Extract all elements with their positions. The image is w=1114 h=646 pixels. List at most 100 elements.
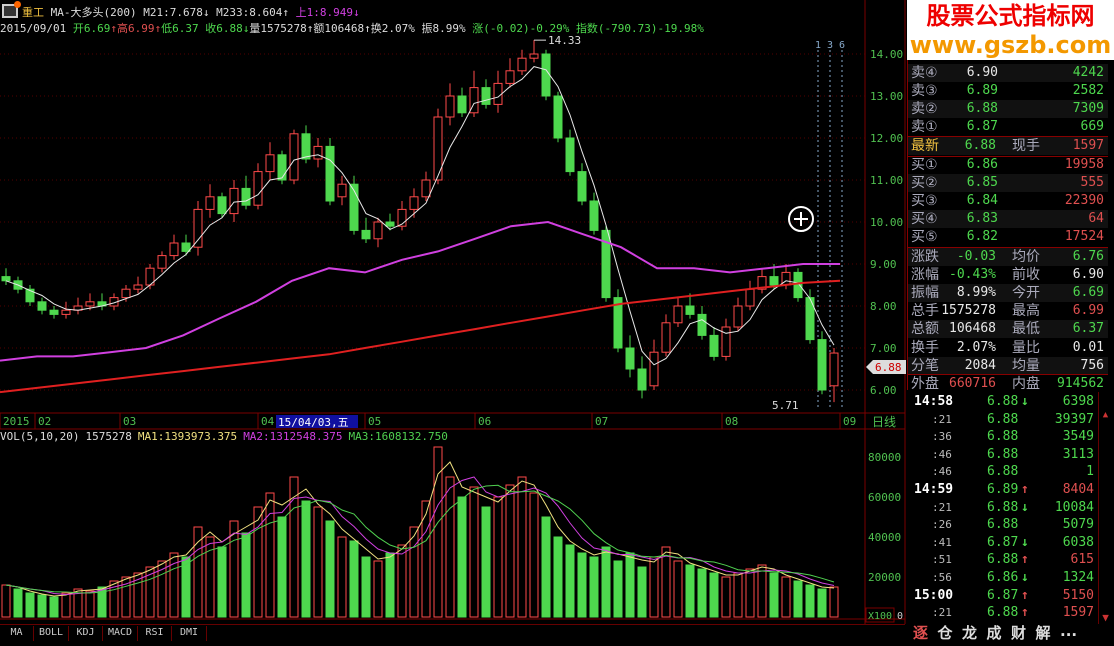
zoom-plus-icon[interactable] bbox=[788, 206, 814, 232]
quote-label: 换手 bbox=[911, 339, 939, 356]
candle bbox=[265, 142, 275, 180]
tick-row: :46 6.88 1 bbox=[907, 463, 1107, 481]
arrow-up-icon: ↑ bbox=[1021, 482, 1029, 497]
cursor-date: 15/04/03,五 bbox=[278, 416, 349, 429]
tick-volume: 615 bbox=[1070, 552, 1094, 568]
kline-chart[interactable]: 14.00 13.00 12.00 11.00 10.00 9.00 8.00 7.00 6.0… bbox=[0, 0, 907, 624]
candle bbox=[385, 213, 395, 231]
candle-body bbox=[409, 196, 419, 210]
change: 涨(-0.02)-0.29% bbox=[472, 22, 570, 35]
volume-bar bbox=[517, 476, 527, 618]
volume-bar bbox=[625, 552, 635, 618]
index-change: 指数(-790.73)-19.98% bbox=[575, 22, 704, 35]
period-label[interactable]: 日线 bbox=[872, 415, 896, 429]
candle-body bbox=[793, 271, 803, 299]
quote-volume: 1597 bbox=[1072, 138, 1104, 154]
candle-body bbox=[577, 171, 587, 202]
tick-row: :51 6.88 ↑ 615 bbox=[907, 551, 1107, 569]
tick-price: 6.88 bbox=[987, 605, 1019, 621]
open: 开6.69 bbox=[72, 22, 111, 35]
quote-row: 最新 6.88 现手 1597 bbox=[908, 137, 1108, 156]
volume-bar bbox=[133, 572, 143, 618]
candle-body bbox=[445, 95, 455, 118]
tab-macd[interactable]: MACD bbox=[104, 626, 138, 641]
quote-row: 卖③ 6.89 2582 bbox=[908, 82, 1108, 100]
quote-label: 现手 bbox=[1012, 138, 1040, 155]
scroll-down-icon[interactable]: ▼ bbox=[1102, 611, 1109, 624]
ma21-line bbox=[5, 66, 835, 366]
quote-price: 6.85 bbox=[966, 174, 998, 190]
candle bbox=[157, 251, 167, 273]
tick-row: :21 6.88 ↑ 1597 bbox=[907, 604, 1107, 622]
candle-body bbox=[673, 305, 683, 324]
tick-price: 6.88 bbox=[987, 464, 1019, 480]
tick-scrollbar[interactable]: ▲ ▼ bbox=[1098, 392, 1112, 624]
date-tick-label: 08 bbox=[725, 415, 738, 428]
quote-label: 涨跌 bbox=[911, 249, 939, 265]
tick-price: 6.87 bbox=[987, 587, 1019, 603]
quote-price: -0.43% bbox=[949, 267, 996, 283]
scroll-up-icon[interactable]: ▲ bbox=[1102, 410, 1109, 420]
tab-kdj[interactable]: KDJ bbox=[69, 626, 103, 641]
right-tab[interactable]: 逐 bbox=[913, 624, 929, 642]
candle bbox=[97, 293, 107, 311]
volume-bar bbox=[181, 556, 191, 618]
volume-bar bbox=[649, 556, 659, 618]
tab-boll[interactable]: BOLL bbox=[35, 626, 69, 641]
right-tab[interactable]: 龙 bbox=[962, 624, 978, 642]
vol-ma1-line bbox=[5, 461, 835, 597]
price-tick-label: 9.00 bbox=[870, 258, 897, 271]
tick-volume: 3549 bbox=[1062, 429, 1094, 445]
quote-price: 6.83 bbox=[966, 210, 998, 226]
quote-volume: 914562 bbox=[1057, 375, 1104, 391]
tick-volume: 1597 bbox=[1062, 605, 1094, 621]
tick-volume: 6398 bbox=[1062, 394, 1094, 409]
ma233-line bbox=[0, 279, 841, 394]
amplitude: 振8.99% bbox=[421, 22, 466, 35]
tab-ma[interactable]: MA bbox=[0, 626, 34, 641]
quote-label: 最低 bbox=[1012, 321, 1040, 338]
candle-body bbox=[433, 116, 443, 181]
volume-bar bbox=[505, 484, 515, 618]
candle bbox=[505, 58, 515, 88]
candle bbox=[133, 276, 143, 294]
candle-body bbox=[553, 95, 563, 139]
candle bbox=[25, 285, 35, 306]
volume-bar bbox=[229, 520, 239, 618]
watermark-url: www.gszb.com bbox=[909, 31, 1112, 59]
volume-bar bbox=[325, 520, 335, 618]
candle bbox=[613, 289, 623, 353]
volume-tick-label: 80000 bbox=[868, 451, 901, 464]
quote-label: 卖④ bbox=[911, 65, 938, 81]
tick-volume: 10084 bbox=[1054, 499, 1094, 515]
candle-body bbox=[193, 208, 203, 248]
app-logo-icon[interactable] bbox=[2, 1, 21, 18]
candle bbox=[457, 87, 467, 117]
right-tab[interactable]: 财 bbox=[1011, 624, 1027, 642]
tick-volume: 6038 bbox=[1062, 534, 1094, 550]
quote-volume: 555 bbox=[1080, 174, 1104, 190]
price-tick-label: 8.00 bbox=[870, 300, 897, 313]
candle bbox=[517, 49, 527, 75]
quote-label: 卖② bbox=[911, 101, 938, 118]
arrow-up-icon: ↑ bbox=[154, 22, 162, 35]
price-tick-label: 13.00 bbox=[870, 90, 903, 103]
quote-volume: 22390 bbox=[1064, 192, 1104, 208]
right-tab[interactable]: 解 bbox=[1035, 624, 1051, 642]
candle-body bbox=[721, 326, 731, 357]
quote-volume: 17524 bbox=[1064, 228, 1104, 244]
quote-price: 106468 bbox=[949, 321, 996, 337]
arrow-down-icon: ↓ bbox=[1021, 534, 1029, 550]
volume-bar bbox=[757, 564, 767, 618]
right-tab[interactable]: 仓 bbox=[937, 624, 953, 642]
quote-row: 分笔 2084 均量 756 bbox=[908, 356, 1108, 375]
candle-body bbox=[349, 183, 359, 231]
volume-bar bbox=[253, 506, 263, 618]
tab-dmi[interactable]: DMI bbox=[173, 626, 207, 641]
volume-header: VOL(5,10,20) 1575278 MA1:1393973.375 MA2:13… bbox=[0, 430, 448, 443]
right-tab[interactable]: ... bbox=[1060, 622, 1078, 640]
quote-label: 买④ bbox=[911, 210, 938, 227]
right-tab[interactable]: 成 bbox=[986, 624, 1002, 642]
tab-rsi[interactable]: RSI bbox=[138, 626, 172, 641]
price-tick-label: 12.00 bbox=[870, 132, 903, 145]
